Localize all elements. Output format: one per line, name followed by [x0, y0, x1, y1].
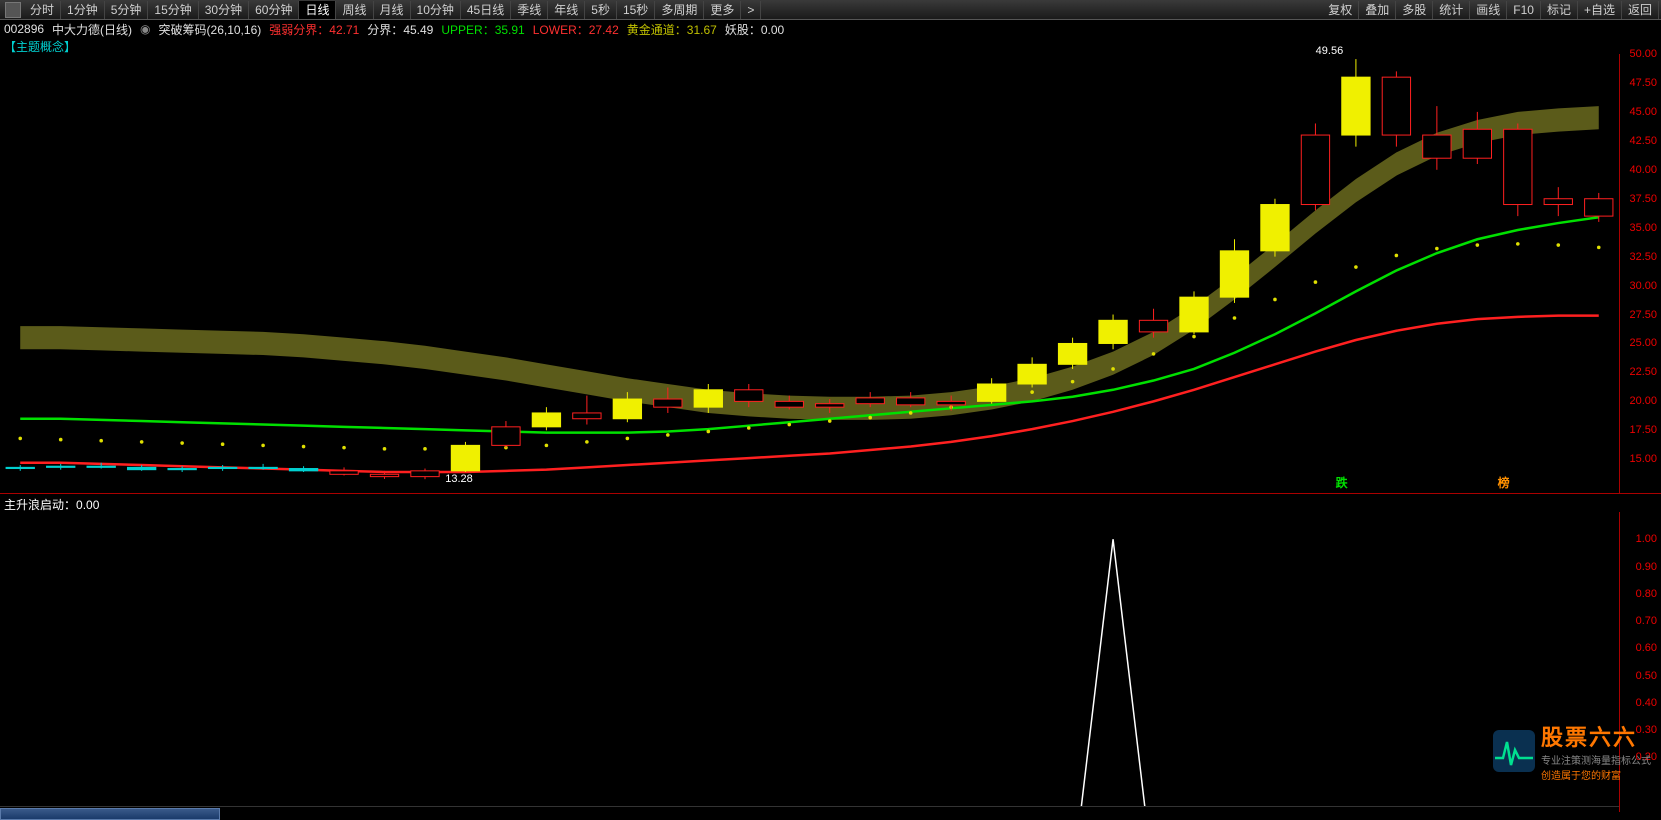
horizontal-scrollbar[interactable]	[0, 806, 1619, 820]
timeframe-30分钟[interactable]: 30分钟	[199, 1, 249, 19]
scrollbar-thumb[interactable]	[0, 808, 220, 820]
seg-boundary: 分界：45.49	[367, 21, 433, 38]
sub-indicator-chart[interactable]: 1.000.900.800.700.600.500.400.300.20 股票六…	[0, 512, 1661, 812]
y-tick: 47.50	[1629, 77, 1657, 89]
timeframe-15秒[interactable]: 15秒	[617, 1, 655, 19]
sub-y-tick: 0.80	[1636, 588, 1657, 600]
seg-upper: UPPER：35.91	[441, 21, 524, 38]
timeframe-多周期[interactable]: 多周期	[655, 1, 704, 19]
sub-y-tick: 0.60	[1636, 642, 1657, 654]
y-tick: 25.00	[1629, 337, 1657, 349]
seg-gold: 黄金通道：31.67	[627, 21, 717, 38]
y-tick: 40.00	[1629, 164, 1657, 176]
timeframe-季线[interactable]: 季线	[511, 1, 548, 19]
timeframe-45日线[interactable]: 45日线	[461, 1, 511, 19]
sub-chart-canvas	[0, 512, 1619, 812]
timeframe-5分钟[interactable]: 5分钟	[105, 1, 149, 19]
sub-y-tick: 0.90	[1636, 561, 1657, 573]
y-tick: 37.50	[1629, 193, 1657, 205]
status-bang: 榜	[1498, 474, 1510, 491]
tool-复权[interactable]: 复权	[1322, 1, 1359, 19]
tool-标记[interactable]: 标记	[1541, 1, 1578, 19]
toolbar-icon[interactable]	[5, 2, 21, 18]
tool-统计[interactable]: 统计	[1433, 1, 1470, 19]
y-tick: 35.00	[1629, 222, 1657, 234]
y-tick: 15.00	[1629, 453, 1657, 465]
y-tick: 50.00	[1629, 48, 1657, 60]
watermark-logo-icon	[1493, 730, 1535, 772]
timeframe-15分钟[interactable]: 15分钟	[148, 1, 198, 19]
timeframe-toolbar: 分时1分钟5分钟15分钟30分钟60分钟日线周线月线10分钟45日线季线年线5秒…	[0, 0, 1661, 20]
status-die: 跌	[1336, 474, 1348, 491]
y-tick: 45.00	[1629, 106, 1657, 118]
y-tick: 42.50	[1629, 135, 1657, 147]
watermark-sub1: 专业注策测海量指标公式	[1541, 752, 1651, 767]
y-tick: 27.50	[1629, 309, 1657, 321]
timeframe-月线[interactable]: 月线	[374, 1, 411, 19]
low-annotation: 13.28	[445, 473, 473, 485]
sub-y-tick: 1.00	[1636, 533, 1657, 545]
y-tick: 20.00	[1629, 395, 1657, 407]
tool-叠加[interactable]: 叠加	[1359, 1, 1396, 19]
timeframe-周线[interactable]: 周线	[336, 1, 373, 19]
timeframe-日线[interactable]: 日线	[299, 1, 336, 19]
timeframe-60分钟[interactable]: 60分钟	[249, 1, 299, 19]
timeframe-5秒[interactable]: 5秒	[585, 1, 617, 19]
seg-strength: 强弱分界：42.71	[269, 21, 359, 38]
sub-indicator-label: 主升浪启动：0.00	[0, 494, 1661, 512]
indicator-name: 突破筹码(26,10,16)	[159, 21, 262, 38]
stock-code: 002896	[4, 22, 44, 36]
stock-name: 中大力德(日线)	[52, 21, 132, 38]
high-annotation: 49.56	[1316, 45, 1344, 57]
price-y-axis: 50.0047.5045.0042.5040.0037.5035.0032.50…	[1619, 54, 1661, 493]
tool-返回[interactable]: 返回	[1622, 1, 1659, 19]
tool-画线[interactable]: 画线	[1470, 1, 1507, 19]
tool-+自选[interactable]: +自选	[1578, 1, 1622, 19]
timeframe-1分钟[interactable]: 1分钟	[61, 1, 105, 19]
timeframe-10分钟[interactable]: 10分钟	[411, 1, 461, 19]
y-tick: 17.50	[1629, 424, 1657, 436]
watermark-sub2: 创造属于您的财富	[1541, 767, 1651, 782]
sub-y-tick: 0.50	[1636, 670, 1657, 682]
seg-lower: LOWER：27.42	[533, 21, 619, 38]
y-tick: 32.50	[1629, 251, 1657, 263]
tool-F10[interactable]: F10	[1507, 1, 1541, 19]
y-tick: 30.00	[1629, 280, 1657, 292]
main-candlestick-chart[interactable]: 50.0047.5045.0042.5040.0037.5035.0032.50…	[0, 54, 1661, 494]
more-icon[interactable]: >	[741, 1, 761, 19]
timeframe-分时[interactable]: 分时	[24, 1, 61, 19]
watermark: 股票六六 专业注策测海量指标公式 创造属于您的财富	[1493, 720, 1651, 782]
timeframe-更多[interactable]: 更多	[704, 1, 741, 19]
watermark-title: 股票六六	[1541, 720, 1651, 752]
chart-info-bar: 002896 中大力德(日线) ◉ 突破筹码(26,10,16) 强弱分界：42…	[0, 20, 1661, 38]
chart-canvas	[0, 54, 1619, 494]
timeframe-年线[interactable]: 年线	[548, 1, 585, 19]
y-tick: 22.50	[1629, 366, 1657, 378]
tool-多股[interactable]: 多股	[1396, 1, 1433, 19]
seg-demon: 妖股：0.00	[725, 21, 784, 38]
indicator-toggle-icon[interactable]: ◉	[140, 22, 150, 36]
theme-concept-label[interactable]: 【主题概念】	[0, 38, 1661, 54]
sub-y-tick: 0.40	[1636, 697, 1657, 709]
sub-y-tick: 0.70	[1636, 615, 1657, 627]
